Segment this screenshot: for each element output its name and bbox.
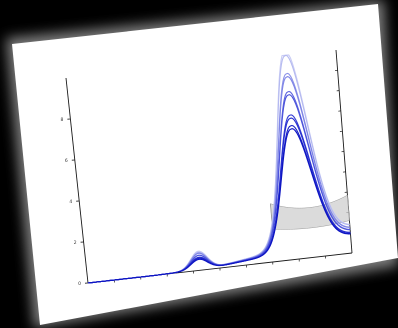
- y-tick-label: 6: [65, 158, 68, 164]
- y-tick-label: 0: [78, 281, 81, 287]
- chart-card: [12, 4, 398, 325]
- y-tick-label: 8: [61, 117, 64, 123]
- series-line-10: [87, 128, 351, 284]
- y-tick-label: 2: [74, 240, 77, 246]
- plot-area: 0 2 4 6 8: [61, 49, 353, 287]
- y-tick-label: 4: [69, 199, 72, 205]
- y-axis-left: [65, 77, 89, 284]
